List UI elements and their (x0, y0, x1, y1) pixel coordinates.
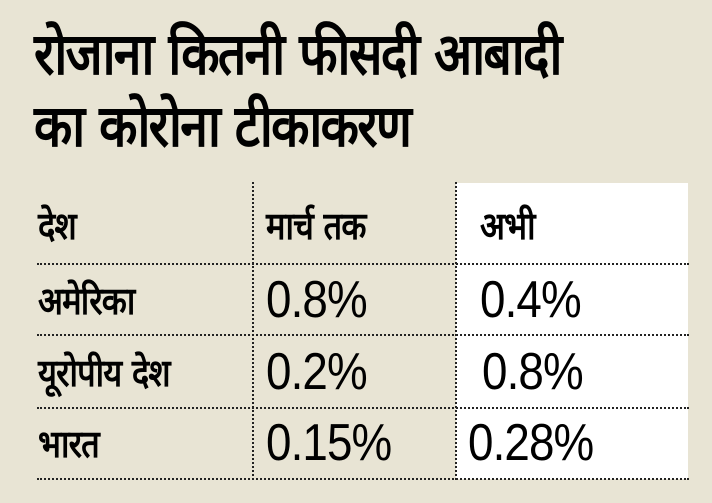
header-country: देश (38, 204, 77, 248)
table-row-march-value: 0.15% (266, 414, 392, 472)
table-row-country: भारत (38, 422, 100, 466)
table-row-country: यूरोपीय देश (38, 351, 171, 395)
table-row-march-value: 0.8% (266, 271, 368, 329)
chart-title: रोजाना कितनी फीसदी आबादी का कोरोना टीकाक… (34, 18, 610, 162)
highlight-column-now (456, 183, 688, 479)
table-row-now-value: 0.8% (482, 343, 584, 401)
table-row-march-value: 0.2% (266, 343, 368, 401)
header-march: मार्च तक (266, 204, 366, 248)
row-divider-2 (37, 407, 689, 409)
title-line-2: का कोरोना टीकाकरण (34, 92, 412, 160)
table-row-now-value: 0.4% (480, 271, 582, 329)
header-now: अभी (480, 204, 536, 248)
row-divider-bottom (37, 478, 689, 480)
column-divider-2 (455, 182, 457, 480)
column-divider-1 (252, 182, 254, 480)
row-divider-header (37, 263, 689, 265)
title-line-1: रोजाना कितनी फीसदी आबादी (34, 20, 562, 88)
table-row-country: अमेरिका (38, 279, 135, 323)
table-row-now-value: 0.28% (468, 414, 594, 472)
row-divider-1 (37, 334, 689, 336)
